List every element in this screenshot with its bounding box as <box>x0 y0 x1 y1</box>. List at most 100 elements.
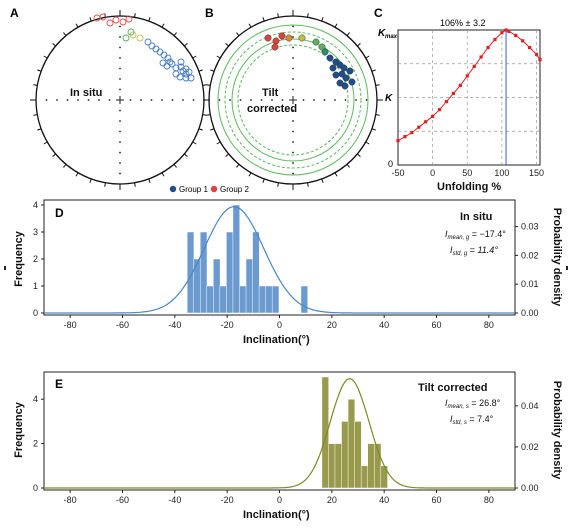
stereonet-cross-dot <box>129 99 132 101</box>
fold-test-gridlines <box>398 30 540 165</box>
stereonet-cross-dot <box>119 109 121 112</box>
stereonet-tick <box>75 172 79 177</box>
fold-test-x-tick-label: 150 <box>529 168 544 178</box>
stereonet-cross-dot <box>292 46 294 49</box>
histogram-e-std-stat: Istd, s = 7.4° <box>450 414 494 426</box>
stereonet-tick <box>198 128 203 131</box>
stereonet-cross-dot <box>218 99 221 101</box>
stereonet-cross-dot <box>292 109 294 112</box>
histogram-bar <box>232 204 240 314</box>
fold-test-x-tick-label: -50 <box>391 168 404 178</box>
histogram-bar <box>347 398 356 489</box>
histogram-x-tick-label: 40 <box>379 320 389 330</box>
legend-swatch-group2 <box>210 185 218 193</box>
left-edge-marker <box>4 266 6 270</box>
stereonet-point <box>127 28 135 36</box>
stereonet-tick <box>184 43 188 47</box>
stereonet-tick <box>52 43 56 47</box>
stereonet-cross-dot <box>119 141 121 143</box>
stereonet-cross-dot <box>119 78 121 80</box>
histogram-y-tick-label: 3 <box>33 227 38 237</box>
histogram-d-bars <box>186 204 309 314</box>
histogram-bar <box>252 231 260 314</box>
stereonet-tick <box>262 17 265 22</box>
histogram-bar <box>258 285 267 314</box>
histogram-d-y2-ticks: 0.00 0.01 0.02 0.03 <box>515 222 539 318</box>
histogram-bar <box>213 258 221 314</box>
histogram-x-tick-label: 60 <box>431 320 441 330</box>
stereonet-tick <box>134 182 136 187</box>
stereonet-point <box>278 32 286 40</box>
stereonet-point <box>182 74 190 82</box>
stereonet-b-center-cross <box>218 25 368 175</box>
stereonet-tick <box>43 55 48 59</box>
histogram-x-tick-label: -60 <box>116 495 129 505</box>
fold-test-point <box>396 139 400 143</box>
histogram-bar <box>334 443 343 489</box>
histogram-d-y-label: Frequency <box>13 230 25 287</box>
stereonet-tick <box>192 141 197 145</box>
stereonet-tick <box>334 172 338 177</box>
fold-test-chart: -50 0 50 100 150 106% ± 3.2 Unfolding % K K … <box>378 18 544 193</box>
fold-test-point <box>493 37 497 42</box>
stereonet-cross-dot <box>119 130 121 133</box>
stereonet-tick <box>52 153 56 157</box>
stereonet-cross-dot <box>292 25 294 28</box>
stereonet-cross-dot <box>292 120 294 122</box>
stereonet-tick <box>277 13 279 18</box>
panel-label-b: B <box>205 6 214 20</box>
histogram-e-y-label: Frequency <box>13 401 25 458</box>
histogram-bar <box>219 285 227 314</box>
stereonet-tick <box>321 17 324 22</box>
stereonet-b-ticks <box>203 10 383 190</box>
fold-test-x-tick-label: 100 <box>494 168 509 178</box>
stereonet-tick <box>216 141 221 145</box>
histogram-x-tick-label: 40 <box>379 495 389 505</box>
stereonet-cross-dot <box>292 36 294 38</box>
stereonet-cross-dot <box>119 46 121 49</box>
stereonet-tick <box>210 69 215 72</box>
stereonet-cross-dot <box>119 25 121 28</box>
stereonet-point <box>264 34 272 42</box>
stereonet-cross-dot <box>334 99 336 101</box>
stereonet-a-annotation: In situ <box>70 87 102 99</box>
histogram-bar <box>271 285 280 314</box>
stereonet-tick <box>89 17 92 22</box>
stereonet-point <box>156 48 164 56</box>
fold-test-x-tick-label: 50 <box>462 168 472 178</box>
fold-test-point <box>534 52 539 56</box>
stereonet-cross-dot <box>292 162 294 164</box>
stereonet-tick <box>365 55 370 59</box>
fold-test-x-tick-label: 0 <box>430 168 435 178</box>
histogram-y-tick-label: 4 <box>33 200 38 210</box>
histogram-tilt-corrected: -80 -60 -40 -20 0 20 40 60 80 0 2 4 0.00 0.02 0.04 I… <box>13 371 563 521</box>
stereonet-cross-dot <box>292 151 294 154</box>
stereonet-cross-dot <box>313 99 315 101</box>
histogram-y-tick-label: 2 <box>33 439 38 449</box>
stereonet-tick <box>184 153 188 157</box>
stereonet-a-points <box>93 13 195 82</box>
fold-test-point <box>417 125 421 129</box>
histogram-bar <box>245 258 254 314</box>
stereonet-tick <box>365 141 370 145</box>
stereonet-cross-dot <box>292 57 294 59</box>
fold-test-title: 106% ± 3.2 <box>440 18 485 28</box>
stereonet-point <box>348 78 356 86</box>
histogram-y-tick-label: 0 <box>33 483 38 493</box>
histogram-bar <box>239 285 247 314</box>
stereonet-tick <box>33 84 38 86</box>
histogram-bar <box>265 285 273 314</box>
stereonet-tick <box>161 172 165 177</box>
stereonet-tick <box>148 17 151 22</box>
stereonet-cross-dot <box>119 151 121 154</box>
stereonet-point <box>285 34 293 42</box>
histogram-bar <box>321 376 329 489</box>
histogram-bar <box>360 465 369 489</box>
stereonet-b-confidence-circles <box>217 24 369 176</box>
fold-test-point <box>500 31 504 35</box>
histogram-x-tick-label: 0 <box>277 495 282 505</box>
stereonet-tick <box>89 178 92 183</box>
stereonet-tick <box>202 114 207 116</box>
stereonet-point <box>122 34 130 42</box>
fold-test-curve <box>397 29 541 142</box>
